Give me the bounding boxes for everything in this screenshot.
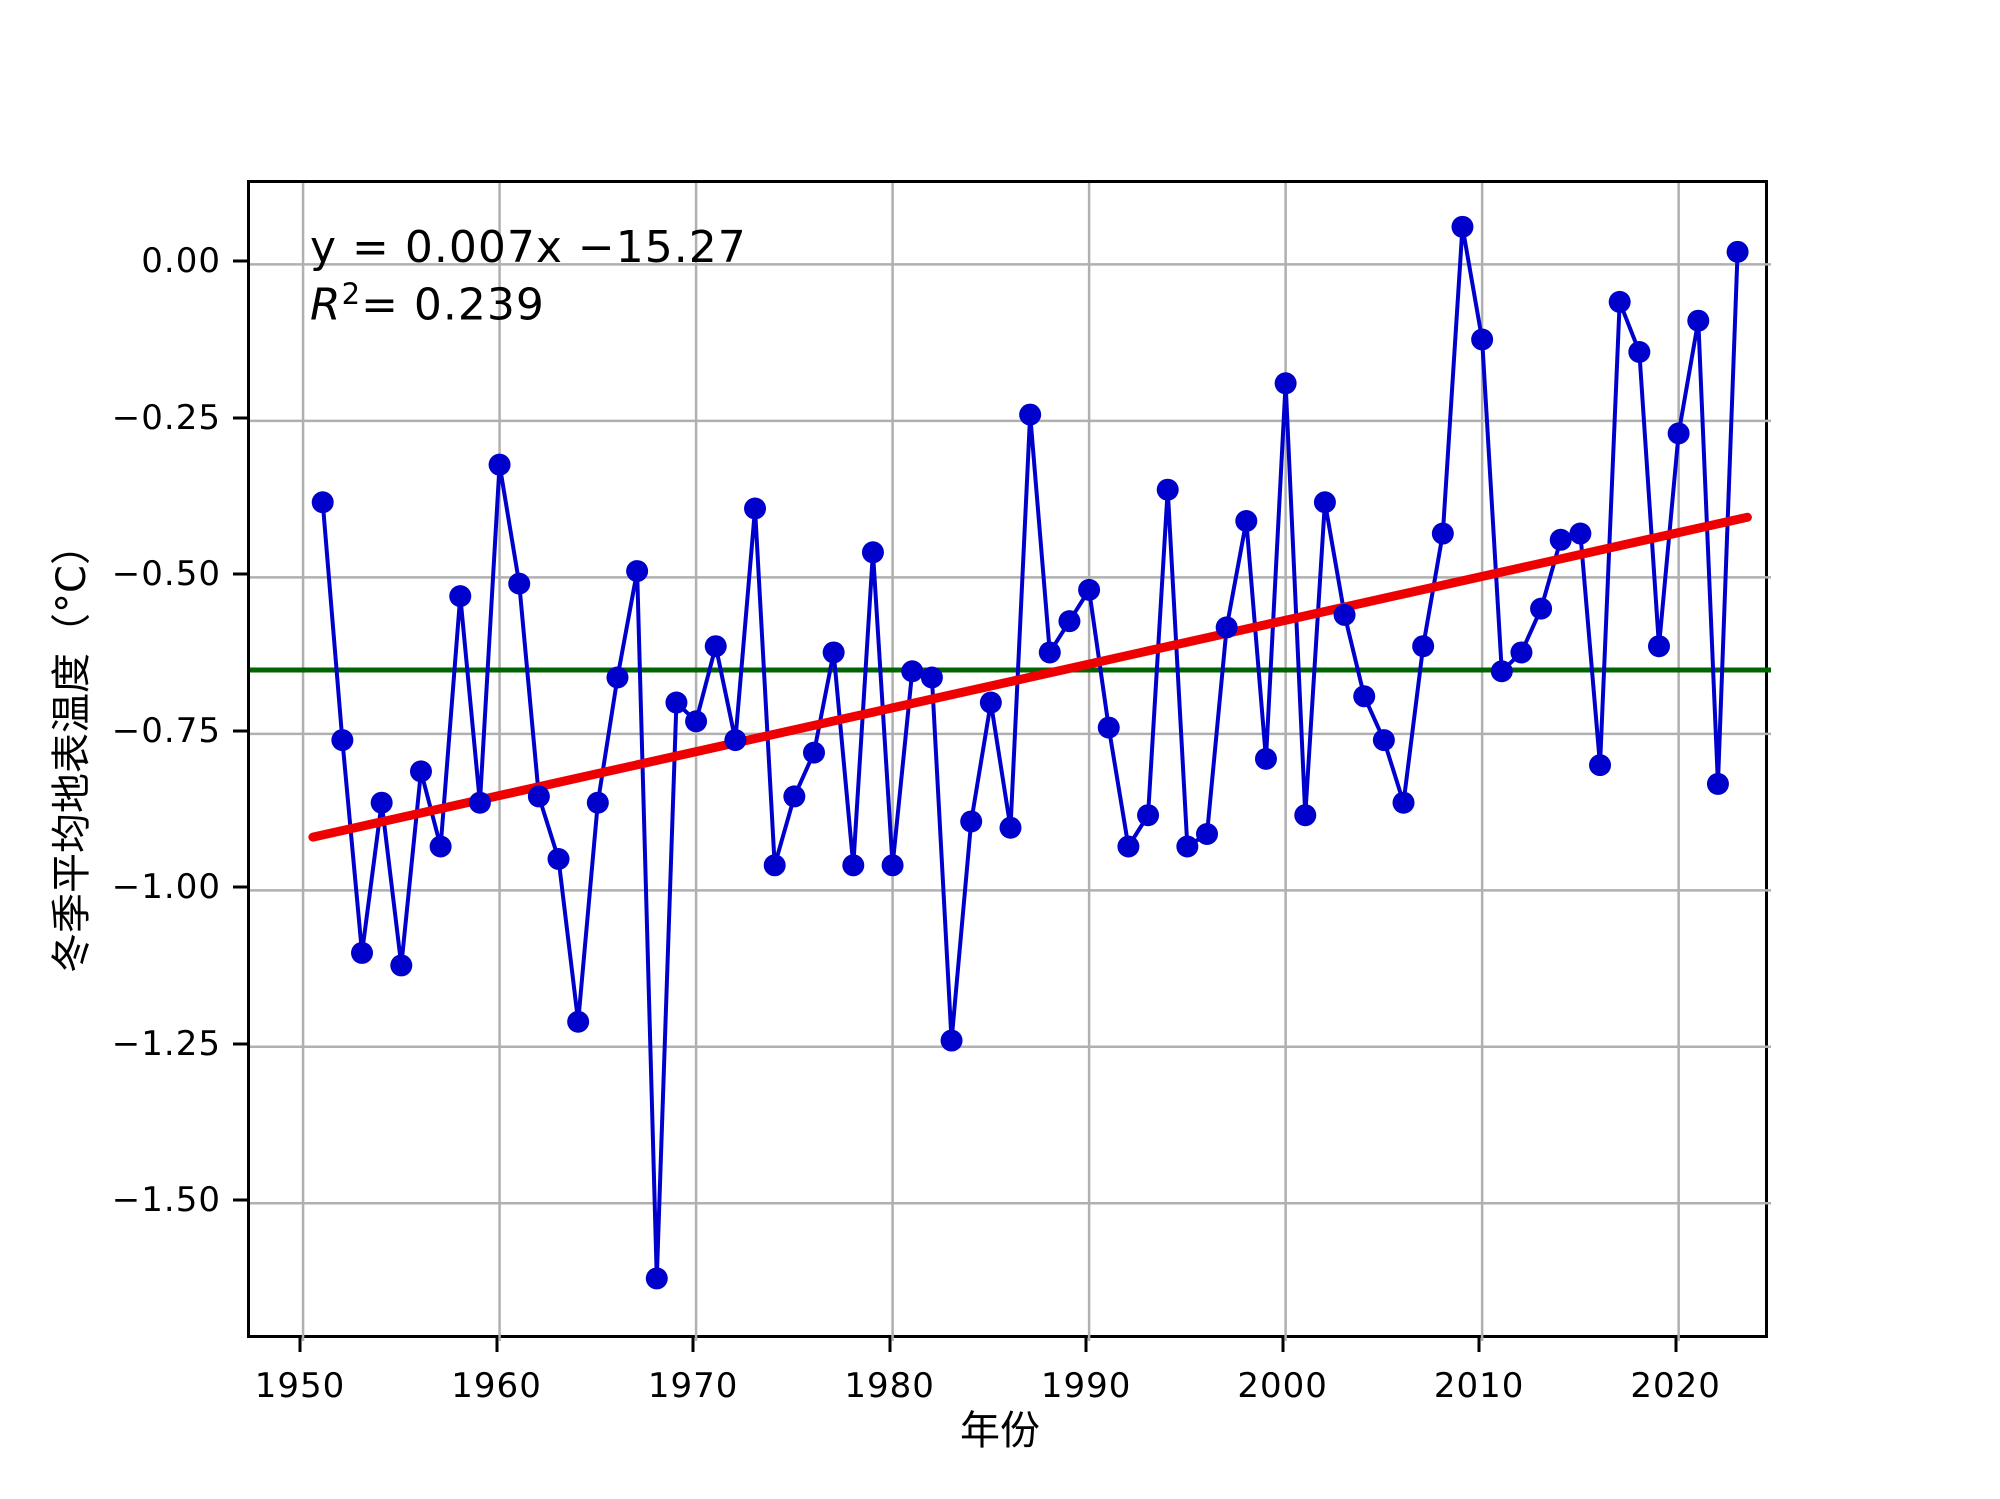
x-axis-label: 年份 [960, 1408, 1040, 1454]
x-tick-label: 2020 [1630, 1366, 1721, 1406]
x-tick-mark [1084, 1338, 1088, 1352]
mean-line [250, 667, 1771, 673]
x-tick-label: 1980 [844, 1366, 935, 1406]
y-tick-label: 0.00 [141, 241, 221, 282]
gridlines [250, 183, 1771, 1341]
y-tick-label: −1.25 [111, 1023, 221, 1064]
x-tick-mark [888, 1338, 892, 1352]
y-tick-mark [233, 259, 247, 263]
x-tick-mark [495, 1338, 499, 1352]
y-tick-label: −1.00 [111, 867, 221, 908]
x-tick-mark [691, 1338, 695, 1352]
r-squared-value: = 0.239 [361, 279, 545, 331]
x-tick-label: 2010 [1433, 1366, 1525, 1406]
r-squared-text: R2= 0.239 [310, 276, 747, 334]
y-tick-label: −0.75 [111, 710, 221, 751]
r-exponent: 2 [341, 277, 362, 312]
x-tick-mark [1674, 1338, 1678, 1352]
plot-area: y = 0.007x −15.27 R2= 0.239 [247, 180, 1771, 1341]
regression-equation: y = 0.007x −15.27 [310, 222, 747, 273]
y-tick-mark [233, 572, 247, 576]
y-tick-label: −0.25 [111, 397, 221, 438]
y-tick-mark [233, 729, 247, 733]
y-tick-mark [233, 1198, 247, 1202]
x-tick-label: 1960 [451, 1366, 542, 1406]
x-tick-mark [298, 1338, 302, 1352]
x-tick-label: 1970 [647, 1366, 739, 1406]
y-tick-mark [233, 885, 247, 889]
x-tick-mark [1281, 1338, 1285, 1352]
trend-line [308, 512, 1752, 842]
x-tick-label: 1990 [1040, 1366, 1132, 1406]
x-tick-mark [1477, 1338, 1481, 1352]
r-symbol: R [310, 279, 342, 331]
y-tick-label: −0.50 [111, 554, 221, 595]
data-point-markers [311, 215, 1749, 1290]
x-tick-label: 2000 [1237, 1366, 1328, 1406]
y-tick-mark [233, 416, 247, 420]
regression-annotation: y = 0.007x −15.27 R2= 0.239 [310, 219, 747, 334]
x-tick-label: 1950 [254, 1366, 346, 1406]
y-tick-mark [233, 1042, 247, 1046]
y-tick-label: −1.50 [111, 1180, 221, 1221]
y-axis-label: 冬季平均地表温度（°C） [49, 524, 95, 973]
plot-wrapper: y = 0.007x −15.27 R2= 0.239 [247, 180, 1771, 1341]
